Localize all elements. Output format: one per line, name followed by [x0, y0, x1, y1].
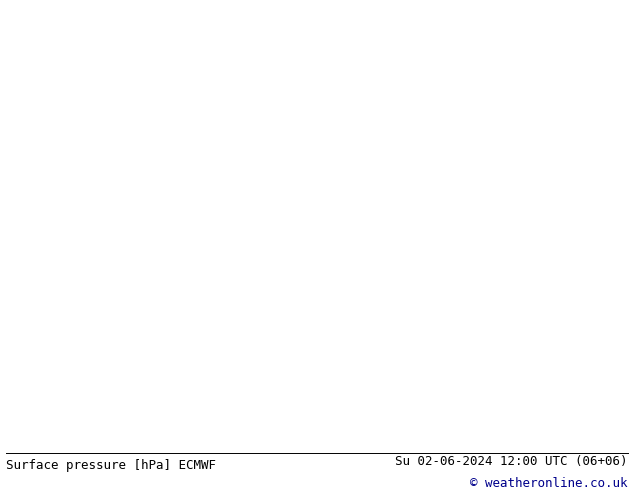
Text: Surface pressure [hPa] ECMWF: Surface pressure [hPa] ECMWF: [6, 459, 216, 472]
Text: © weatheronline.co.uk: © weatheronline.co.uk: [470, 477, 628, 490]
Text: Su 02-06-2024 12:00 UTC (06+06): Su 02-06-2024 12:00 UTC (06+06): [395, 455, 628, 468]
